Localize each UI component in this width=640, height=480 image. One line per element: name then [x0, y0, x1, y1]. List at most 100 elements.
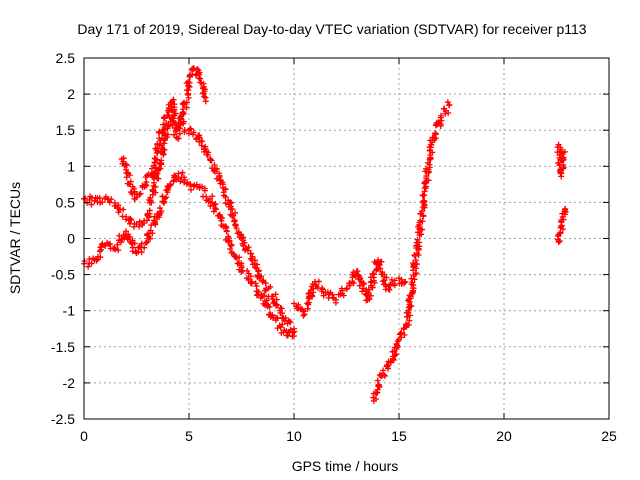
data-point-marker — [421, 197, 428, 204]
data-point-marker — [161, 115, 168, 122]
data-point-marker — [203, 151, 210, 158]
data-point-marker — [265, 302, 272, 309]
data-point-marker — [238, 264, 245, 271]
data-point-marker — [193, 136, 200, 143]
data-point-marker — [212, 168, 219, 175]
data-point-marker — [222, 200, 229, 207]
x-tick-label: 0 — [80, 428, 88, 444]
data-point-marker — [312, 281, 319, 288]
data-point-marker — [162, 195, 169, 202]
data-point-marker — [126, 233, 133, 240]
data-point-marker — [106, 199, 113, 206]
data-point-marker — [209, 193, 216, 200]
data-point-marker — [202, 98, 209, 105]
data-point-marker — [128, 216, 135, 223]
data-point-marker — [171, 106, 178, 113]
data-point-marker — [308, 292, 315, 299]
data-point-marker — [170, 117, 177, 124]
data-point-marker — [152, 221, 159, 228]
data-point-marker — [401, 280, 408, 287]
data-point-marker — [561, 206, 568, 213]
data-point-marker — [161, 147, 168, 154]
data-point-marker — [116, 232, 123, 239]
data-point-marker — [394, 342, 401, 349]
data-point-marker — [156, 128, 163, 135]
data-point-marker — [157, 160, 164, 167]
data-point-marker — [131, 240, 138, 247]
data-point-marker — [258, 273, 265, 280]
data-point-marker — [273, 302, 280, 309]
data-point-marker — [410, 285, 417, 292]
data-point-marker — [402, 278, 409, 285]
data-point-marker — [93, 257, 100, 264]
data-point-marker — [147, 198, 154, 205]
data-point-marker — [445, 109, 452, 116]
data-point-marker — [391, 277, 398, 284]
data-point-marker — [260, 292, 267, 299]
data-point-marker — [320, 292, 327, 299]
data-point-marker — [273, 296, 280, 303]
x-tick-label: 25 — [601, 428, 617, 444]
data-point-marker — [181, 99, 188, 106]
data-point-marker — [199, 138, 206, 145]
data-point-marker — [236, 254, 243, 261]
data-point-marker — [269, 311, 276, 318]
data-point-marker — [359, 285, 366, 292]
data-point-marker — [251, 257, 258, 264]
data-point-marker — [140, 220, 147, 227]
data-point-marker — [315, 278, 322, 285]
data-point-marker — [554, 144, 561, 151]
data-point-marker — [252, 264, 259, 271]
data-point-marker — [291, 325, 297, 332]
data-point-marker — [142, 240, 149, 247]
data-point-marker — [263, 297, 270, 304]
data-point-marker — [212, 206, 219, 213]
data-point-marker — [225, 238, 232, 245]
data-point-marker — [262, 287, 269, 294]
x-tick-label: 10 — [286, 428, 302, 444]
data-point-marker — [374, 386, 381, 393]
data-point-marker — [427, 154, 434, 161]
data-point-marker — [404, 313, 411, 320]
data-point-marker — [354, 267, 360, 274]
data-point-marker — [373, 395, 380, 402]
data-point-marker — [419, 218, 426, 225]
y-tick-label: -1.5 — [51, 339, 75, 355]
data-point-marker — [144, 210, 151, 217]
data-point-marker — [82, 195, 89, 202]
data-points — [81, 65, 569, 404]
data-point-marker — [148, 165, 155, 172]
data-point-marker — [555, 231, 562, 238]
data-point-marker — [408, 290, 415, 297]
data-point-marker — [429, 149, 436, 156]
data-point-marker — [151, 169, 158, 176]
data-point-marker — [383, 274, 390, 281]
data-point-marker — [319, 286, 326, 293]
data-point-marker — [401, 331, 408, 338]
data-point-marker — [415, 252, 422, 259]
x-tick-label: 5 — [185, 428, 193, 444]
data-point-marker — [291, 332, 297, 339]
data-point-marker — [159, 129, 166, 136]
axis-ticks: 0 5 10 15 20 25 -2.5 -2 -1.5 -1 -0.5 0 0.5 1 1.5 2 2.5 — [51, 50, 617, 444]
data-point-marker — [360, 281, 367, 288]
y-tick-label: -2 — [63, 375, 76, 391]
data-point-marker — [407, 293, 414, 300]
data-point-marker — [195, 132, 202, 139]
data-point-marker — [183, 104, 190, 111]
data-point-marker — [360, 280, 367, 287]
data-point-marker — [128, 239, 135, 246]
y-tick-label: -1 — [63, 303, 76, 319]
data-point-marker — [378, 258, 385, 265]
y-tick-label: 0 — [67, 231, 75, 247]
data-point-marker — [558, 173, 565, 180]
data-point-marker — [352, 271, 359, 278]
y-tick-label: -2.5 — [51, 411, 75, 427]
data-point-marker — [304, 300, 311, 307]
data-point-marker — [428, 141, 435, 148]
x-tick-label: 15 — [391, 428, 407, 444]
data-point-marker — [175, 170, 182, 177]
data-point-marker — [432, 130, 439, 137]
data-point-marker — [402, 322, 409, 329]
data-point-marker — [185, 94, 192, 101]
